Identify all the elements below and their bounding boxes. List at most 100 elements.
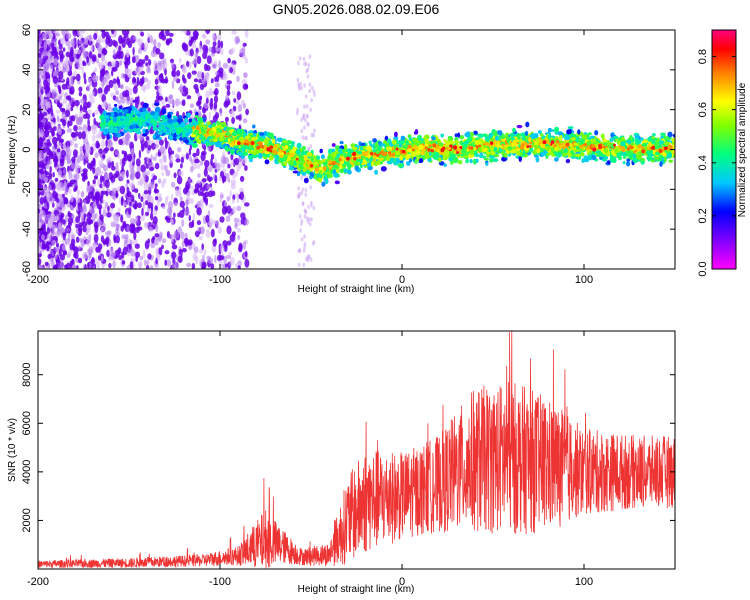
heatmap-cell	[175, 187, 179, 197]
heatmap-cell	[41, 234, 45, 241]
heatmap-cell	[188, 148, 192, 156]
heatmap-cell	[303, 214, 307, 219]
heatmap-cell	[162, 204, 166, 209]
heatmap-cell	[129, 173, 135, 180]
heatmap-cell	[74, 172, 80, 181]
ridge-cell	[454, 133, 458, 137]
heatmap-cell	[197, 98, 202, 106]
heatmap-cell	[164, 164, 168, 172]
heatmap-cell	[115, 235, 120, 244]
heatmap-cell	[124, 234, 129, 240]
heatmap-cell	[129, 261, 134, 269]
heatmap-cell	[126, 179, 130, 184]
heatmap-cell	[131, 56, 137, 64]
heatmap-cell	[96, 260, 101, 269]
ridge-cell	[457, 160, 463, 165]
heatmap-cell	[168, 208, 172, 216]
heatmap-cell	[168, 200, 173, 210]
heatmap-cell	[77, 257, 83, 264]
ridge-cell	[248, 130, 254, 135]
heatmap-cell	[65, 262, 71, 269]
heatmap-cell	[154, 143, 159, 149]
heatmap-cell	[144, 221, 148, 229]
heatmap-cell	[71, 101, 75, 108]
heatmap-cell	[238, 155, 242, 163]
heatmap-cell	[79, 118, 83, 126]
heatmap-cell	[145, 211, 150, 216]
heatmap-cell	[83, 158, 86, 166]
ridge-cell	[114, 103, 118, 107]
heatmap-cell	[156, 192, 162, 199]
heatmap-cell	[152, 60, 158, 67]
heatmap-cell	[229, 189, 232, 198]
heatmap-cell	[186, 262, 192, 268]
heatmap-cell	[41, 118, 46, 124]
heatmap-cell	[189, 30, 193, 34]
heatmap-cell	[130, 224, 135, 233]
heatmap-cell	[85, 239, 92, 247]
ridge-cell	[548, 127, 552, 133]
heatmap-cell	[118, 45, 122, 51]
heatmap-cell	[63, 197, 69, 205]
heatmap-cell	[236, 38, 241, 43]
heatmap-cell	[62, 219, 66, 225]
heatmap-cell	[54, 246, 60, 252]
ridge-cell	[196, 117, 203, 121]
ridge-cell	[414, 128, 419, 135]
heatmap-cell	[70, 163, 77, 169]
ridge-cell	[458, 135, 465, 140]
heatmap-cell	[171, 80, 175, 90]
heatmap-cell	[112, 49, 116, 56]
heatmap-cell	[81, 131, 86, 140]
heatmap-cell	[67, 95, 72, 101]
heatmap-cell	[307, 122, 310, 127]
heatmap-cell	[104, 59, 108, 67]
ridge-cell	[409, 158, 412, 163]
heatmap-cell	[173, 212, 176, 218]
ridge-cell	[161, 108, 167, 115]
heatmap-cell	[43, 79, 49, 87]
heatmap-cell	[122, 220, 127, 228]
heatmap-cell	[119, 173, 125, 182]
heatmap-cell	[198, 45, 203, 53]
heatmap-cell	[300, 190, 304, 196]
heatmap-cell	[165, 169, 171, 177]
ridge-cell	[118, 112, 123, 116]
heatmap-cell	[58, 87, 62, 95]
heatmap-cell	[92, 157, 96, 167]
heatmap-cell	[134, 216, 138, 221]
heatmap-cell	[147, 253, 152, 260]
heatmap-cell	[87, 77, 92, 84]
heatmap-cell	[130, 147, 135, 157]
heatmap-cell	[92, 179, 96, 185]
heatmap-cell	[231, 117, 236, 124]
heatmap-cell	[173, 231, 179, 239]
heatmap-cell	[145, 83, 151, 90]
heatmap-cell	[208, 203, 214, 208]
heatmap-cell	[62, 232, 67, 237]
heatmap-cell	[300, 175, 303, 180]
heatmap-cell	[230, 47, 235, 54]
heatmap-cell	[217, 254, 222, 262]
heatmap-cell	[61, 119, 67, 127]
heatmap-cell	[214, 175, 218, 184]
heatmap-cell	[210, 158, 213, 167]
heatmap-cell	[128, 155, 132, 162]
heatmap-cell	[100, 68, 106, 77]
heatmap-cell	[55, 213, 60, 222]
heatmap-cell	[82, 61, 87, 67]
ridge-cell	[155, 128, 159, 132]
heatmap-cell	[121, 234, 126, 240]
heatmap-cell	[239, 191, 244, 201]
heatmap-cell	[222, 175, 227, 183]
heatmap-cell	[160, 30, 165, 38]
ridge-cell	[334, 180, 340, 185]
heatmap-cell	[61, 89, 64, 98]
heatmap-cell	[310, 98, 313, 103]
ridge-cell	[424, 151, 429, 156]
ridge-cell	[653, 137, 658, 141]
heatmap-cell	[154, 196, 159, 201]
figure-title: GN05.2026.088.02.09.E06	[273, 1, 440, 17]
heatmap-cell	[298, 248, 302, 253]
